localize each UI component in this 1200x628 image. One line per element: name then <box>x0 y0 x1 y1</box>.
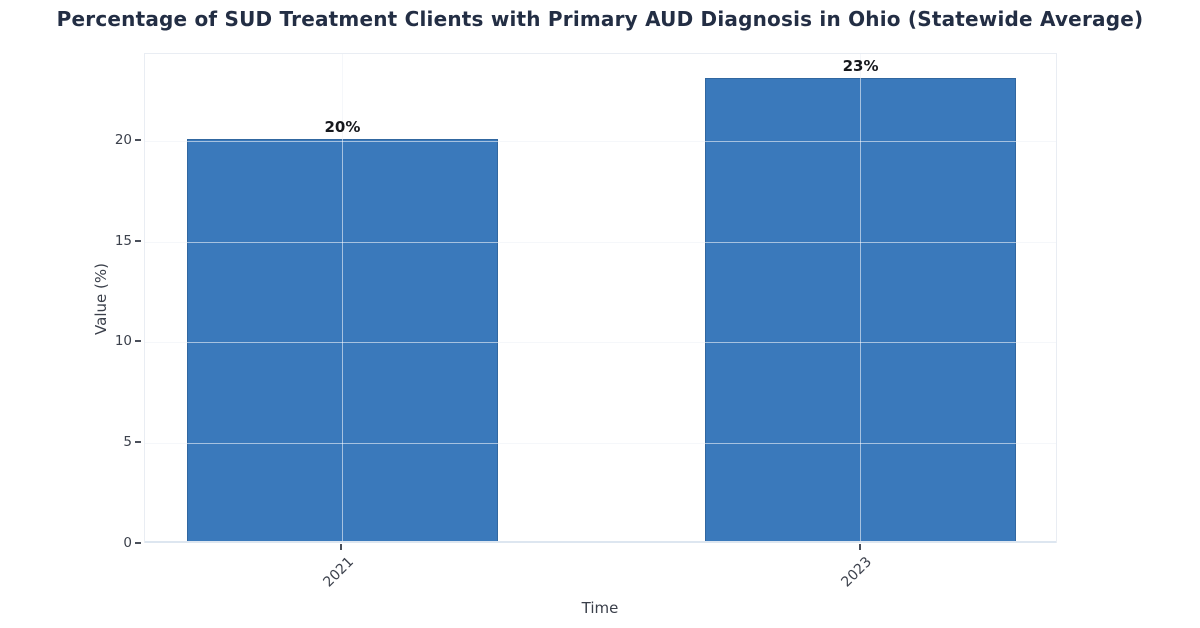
y-tick-mark <box>135 542 141 544</box>
y-tick-mark <box>135 441 141 444</box>
bar-2021 <box>186 138 498 542</box>
bar-value-label: 20% <box>324 117 361 136</box>
y-tick-label: 5 <box>123 434 132 451</box>
x-tick-label: 2021 <box>320 554 357 591</box>
plot-area: 20% 23% <box>144 53 1057 543</box>
y-tick-mark <box>135 138 141 141</box>
x-axis-line <box>145 541 1056 543</box>
y-tick-mark <box>135 239 141 242</box>
y-tick-label: 15 <box>114 232 132 249</box>
x-tick-label: 2023 <box>838 554 875 591</box>
y-tick-mark <box>135 340 141 343</box>
x-tick-mark <box>340 544 343 550</box>
y-axis-title: Value (%) <box>92 263 110 335</box>
x-tick-mark <box>858 544 861 550</box>
x-axis-title: Time <box>581 599 619 617</box>
bar-2023 <box>705 78 1017 542</box>
bar-value-label: 23% <box>842 57 879 76</box>
y-tick-label: 10 <box>114 333 132 350</box>
y-tick-label: 20 <box>114 131 132 148</box>
y-tick-label: 0 <box>123 535 132 551</box>
chart-title: Percentage of SUD Treatment Clients with… <box>56 7 1144 31</box>
